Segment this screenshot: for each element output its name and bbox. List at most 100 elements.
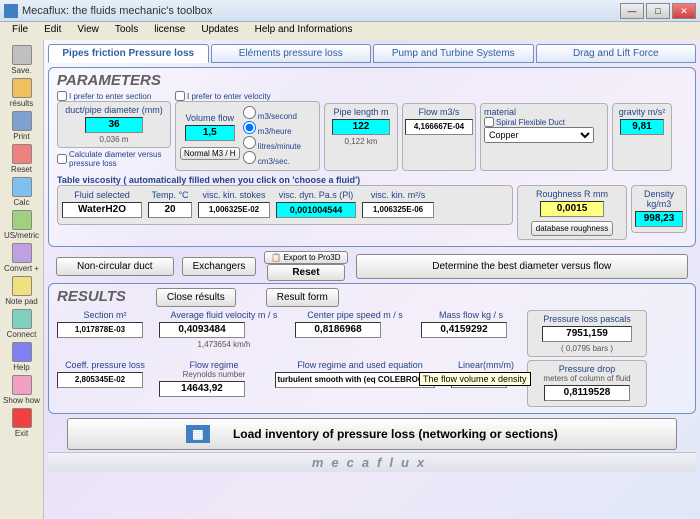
sidebar-label: Connect <box>7 330 37 339</box>
sidebar-label: US/metric <box>4 231 39 240</box>
load-inventory-button[interactable]: ▦ Load inventory of pressure loss (netwo… <box>67 418 676 450</box>
sidebar-label: Reset <box>11 165 32 174</box>
diameter-input[interactable]: 36 <box>85 117 143 133</box>
flow-label: Flow m3/s <box>418 107 459 117</box>
sidebar-label: résults <box>10 99 34 108</box>
close-button[interactable]: ✕ <box>672 3 696 19</box>
close-results-button[interactable]: Close résults <box>156 288 236 307</box>
flow-unit-radios[interactable]: m3/second m3/heure litres/minute cm3/sec… <box>243 106 301 166</box>
volume-input[interactable]: 1,5 <box>185 125 235 141</box>
menu-license[interactable]: license <box>146 22 193 40</box>
center-value: 0,8186968 <box>295 322 381 338</box>
diameter-sub: 0,036 m <box>100 135 129 144</box>
sidebar-icon <box>12 342 32 362</box>
sidebar-icon <box>12 276 32 296</box>
stokes-value: 1,006325E-02 <box>198 202 270 218</box>
m2s-value: 1,006325E-06 <box>362 202 434 218</box>
maximize-button[interactable]: □ <box>646 3 670 19</box>
pipe-sub: 0,122 km <box>345 137 378 146</box>
exchangers-button[interactable]: Exchangers <box>182 257 257 276</box>
sidebar-item-showhow[interactable]: Show how <box>2 374 42 406</box>
tab-friction[interactable]: Pipes friction Pressure loss <box>48 44 209 63</box>
normal-m3-button[interactable]: Normal M3 / H <box>180 147 240 160</box>
spiral-check[interactable]: Spiral Flexible Duct <box>484 117 565 127</box>
tab-pump[interactable]: Pump and Turbine Systems <box>373 44 534 63</box>
titlebar: Mecaflux: the fluids mechanic's toolbox … <box>0 0 700 22</box>
app-icon <box>4 4 18 18</box>
tabs: Pipes friction Pressure loss Eléments pr… <box>48 44 696 63</box>
flow-value: 4,166667E-04 <box>405 119 473 135</box>
sidebar-icon <box>12 375 32 395</box>
menu-tools[interactable]: Tools <box>107 22 146 40</box>
sidebar-icon <box>12 177 32 197</box>
sidebar-label: Note pad <box>5 297 37 306</box>
sidebar-item-convert[interactable]: Convert + <box>2 242 42 274</box>
gravity-label: gravity m/s² <box>619 107 666 117</box>
menu-view[interactable]: View <box>69 22 107 40</box>
menu-file[interactable]: File <box>4 22 36 40</box>
results-title: RESULTS <box>57 288 126 305</box>
sidebar-icon <box>12 78 32 98</box>
parameters-panel: PARAMETERS I prefer to enter section duc… <box>48 67 696 247</box>
material-label: material <box>484 107 516 117</box>
determine-button[interactable]: Determine the best diameter versus flow <box>356 254 688 279</box>
sidebar-item-connect[interactable]: Connect <box>2 308 42 340</box>
sidebar-icon <box>12 309 32 329</box>
sidebar-item-rsults[interactable]: résults <box>2 77 42 109</box>
tab-drag[interactable]: Drag and Lift Force <box>536 44 697 63</box>
inventory-icon: ▦ <box>186 425 209 443</box>
material-select[interactable]: Copper <box>484 127 594 143</box>
menu-updates[interactable]: Updates <box>193 22 246 40</box>
reset-button[interactable]: Reset <box>267 264 344 281</box>
pref-velocity-check[interactable]: I prefer to enter velocity <box>175 91 320 101</box>
sidebar-item-reset[interactable]: Reset <box>2 143 42 175</box>
parameters-title: PARAMETERS <box>57 72 687 89</box>
db-roughness-button[interactable]: database roughness <box>531 221 614 236</box>
coeff-value: 2,805345E-02 <box>57 372 143 388</box>
eq-value: turbulent smooth with (eq COLEBROOK) <box>275 372 435 388</box>
calc-diam-check[interactable]: Calculate diameter versus pressure loss <box>57 150 171 168</box>
menu-edit[interactable]: Edit <box>36 22 69 40</box>
sidebar-label: Convert + <box>4 264 39 273</box>
pipe-input[interactable]: 122 <box>332 119 390 135</box>
pas-value: 0,001004544 <box>276 202 356 218</box>
sidebar-icon <box>12 210 32 230</box>
menubar: File Edit View Tools license Updates Hel… <box>0 22 700 40</box>
sidebar-label: Save. <box>11 66 31 75</box>
pref-section-check[interactable]: I prefer to enter section <box>57 91 171 101</box>
menu-help[interactable]: Help and Informations <box>247 22 361 40</box>
sidebar-item-save[interactable]: Save. <box>2 44 42 76</box>
brand-footer: mecaflux <box>48 452 696 472</box>
sidebar-icon <box>12 408 32 428</box>
sidebar-item-notepad[interactable]: Note pad <box>2 275 42 307</box>
viscosity-title: Table viscosity ( automatically filled w… <box>57 175 687 185</box>
sidebar-label: Calc <box>13 198 29 207</box>
reynolds-value: 14643,92 <box>159 381 245 397</box>
density-label: Density kg/m3 <box>635 189 683 209</box>
sidebar-label: Print <box>13 132 29 141</box>
mass-value: 0,4159292 <box>421 322 507 338</box>
sidebar-item-print[interactable]: Print <box>2 110 42 142</box>
density-input[interactable]: 998,23 <box>635 211 683 227</box>
avgvel-value: 0,4093484 <box>159 322 245 338</box>
gravity-input[interactable]: 9,81 <box>620 119 664 135</box>
sidebar-item-exit[interactable]: Exit <box>2 407 42 439</box>
temp-value: 20 <box>148 202 192 218</box>
main-area: Pipes friction Pressure loss Eléments pr… <box>44 40 700 519</box>
tab-elements[interactable]: Eléments pressure loss <box>211 44 372 63</box>
pdrop-value: 0,8119528 <box>544 385 630 401</box>
sidebar-item-calc[interactable]: Calc <box>2 176 42 208</box>
sidebar-icon <box>12 144 32 164</box>
sidebar-item-help[interactable]: Help <box>2 341 42 373</box>
roughness-label: Roughness R mm <box>536 189 608 199</box>
export-button[interactable]: 📋 Export to Pro3D <box>264 251 347 264</box>
sidebar-icon <box>12 243 32 263</box>
sidebar-item-usmetric[interactable]: US/metric <box>2 209 42 241</box>
noncircular-button[interactable]: Non-circular duct <box>56 257 174 276</box>
sidebar-icon <box>12 111 32 131</box>
results-panel: RESULTS Close résults Result form Sectio… <box>48 283 696 414</box>
fluid-value: WaterH2O <box>62 202 142 218</box>
roughness-input[interactable]: 0,0015 <box>540 201 604 217</box>
result-form-button[interactable]: Result form <box>266 288 339 307</box>
minimize-button[interactable]: — <box>620 3 644 19</box>
